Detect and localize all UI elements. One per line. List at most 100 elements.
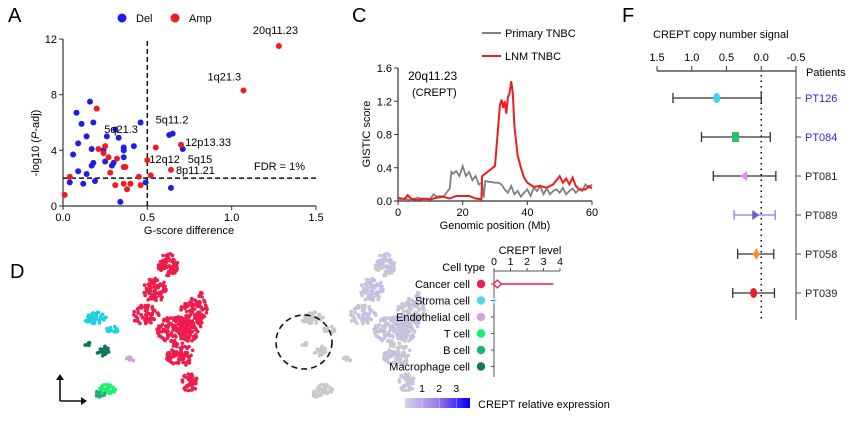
cancer-cell-point bbox=[156, 311, 160, 315]
a-point-amp bbox=[144, 157, 151, 164]
expression-point bbox=[315, 386, 319, 391]
expression-point bbox=[311, 312, 316, 316]
expression-point bbox=[370, 285, 374, 289]
cancer-cell-point bbox=[166, 269, 171, 274]
expression-point bbox=[353, 311, 357, 315]
expression-point bbox=[384, 323, 388, 327]
cancer-cell-point bbox=[180, 323, 185, 328]
a-point-del bbox=[83, 133, 90, 140]
expression-point bbox=[386, 331, 391, 335]
cancer-cell-point bbox=[155, 278, 159, 283]
cell-type-label: B cell bbox=[443, 345, 470, 357]
a-y-tick-label: 8 bbox=[51, 90, 57, 102]
cell-point bbox=[98, 386, 102, 391]
cancer-cell-point bbox=[158, 283, 163, 288]
a-point-del bbox=[80, 180, 87, 187]
expression-point bbox=[406, 308, 410, 313]
a-point-amp bbox=[107, 169, 114, 176]
a-point-del bbox=[90, 119, 97, 126]
cancer-cell-point bbox=[165, 318, 169, 322]
expression-point bbox=[393, 361, 398, 365]
cancer-cell-point bbox=[157, 334, 161, 338]
a-x-tick-label: 0.5 bbox=[140, 212, 155, 224]
expression-point bbox=[402, 384, 407, 389]
expression-point bbox=[397, 341, 402, 346]
expression-point bbox=[349, 318, 354, 323]
expression-point bbox=[345, 356, 350, 361]
legend-amp-label: Amp bbox=[189, 13, 212, 25]
dl-x-tick-label: 3 bbox=[541, 256, 547, 268]
a-point-amp bbox=[127, 180, 134, 187]
expression-point bbox=[388, 344, 393, 348]
cell-point bbox=[128, 356, 132, 361]
expression-point bbox=[304, 343, 308, 348]
expression-point bbox=[404, 377, 408, 382]
a-point-del bbox=[83, 170, 90, 177]
cancer-cell-point bbox=[160, 262, 165, 266]
a-point-amp bbox=[167, 166, 174, 173]
cancer-cell-point bbox=[143, 303, 147, 308]
cancer-cell-point bbox=[139, 313, 144, 318]
a-point-amp bbox=[124, 186, 131, 193]
a-point-del bbox=[102, 158, 109, 165]
expression-point bbox=[397, 334, 402, 339]
expression-point bbox=[321, 315, 325, 320]
expression-point bbox=[319, 391, 324, 396]
cancer-cell-point bbox=[153, 288, 157, 292]
expression-point bbox=[367, 278, 371, 282]
cell-point bbox=[100, 353, 105, 358]
f-estimate-marker bbox=[750, 288, 758, 298]
cancer-cell-point bbox=[142, 290, 146, 295]
expression-point bbox=[389, 265, 393, 270]
cancer-cell-point bbox=[170, 334, 175, 338]
expression-point bbox=[388, 349, 392, 353]
cancer-cell-point bbox=[200, 308, 205, 312]
c-y-tick-label: 0.0 bbox=[377, 196, 392, 208]
cancer-cell-point bbox=[150, 278, 154, 282]
colorbar-tick-label: 3 bbox=[453, 383, 459, 395]
expression-point bbox=[414, 293, 419, 298]
cancer-cell-point bbox=[187, 344, 191, 349]
arrow-up-icon bbox=[56, 374, 64, 380]
expression-point bbox=[363, 297, 368, 302]
cancer-cell-point bbox=[183, 306, 187, 311]
expression-point bbox=[410, 333, 415, 337]
cancer-cell-point bbox=[186, 372, 191, 376]
f-title: CREPT copy number signal bbox=[653, 29, 789, 41]
cancer-cell-point bbox=[190, 388, 194, 392]
legend-primary-label: Primary TNBC bbox=[505, 28, 576, 40]
expression-point bbox=[374, 334, 379, 338]
cell-point bbox=[87, 343, 91, 348]
cancer-cell-point bbox=[193, 387, 198, 391]
cell-type-label: Macrophage cell bbox=[389, 362, 470, 374]
expression-point bbox=[396, 315, 400, 320]
cancer-cell-point bbox=[156, 263, 161, 267]
expression-point bbox=[396, 305, 401, 309]
expression-point bbox=[411, 328, 416, 333]
expression-point bbox=[391, 319, 395, 323]
expression-point bbox=[323, 349, 328, 354]
expression-point bbox=[379, 266, 384, 271]
cell-type-swatch bbox=[476, 279, 486, 289]
panel-label-c: C bbox=[352, 5, 366, 27]
expression-point bbox=[383, 269, 388, 274]
cancer-cell-point bbox=[186, 388, 191, 393]
cancer-cell-point bbox=[172, 316, 177, 320]
cancer-cell-point bbox=[197, 300, 201, 305]
a-point-del bbox=[130, 143, 137, 150]
expression-point bbox=[368, 309, 373, 313]
arrow-right-icon bbox=[81, 397, 87, 405]
a-point-del bbox=[90, 159, 97, 166]
cell-type-swatch bbox=[476, 362, 486, 371]
a-point-del bbox=[70, 151, 77, 158]
c-y-tick-label: 0.4 bbox=[377, 163, 392, 175]
cancer-cell-point bbox=[180, 380, 185, 384]
a-annotation: 8p11.21 bbox=[176, 165, 215, 177]
cancer-cell-point bbox=[172, 265, 176, 270]
cancer-cell-point bbox=[159, 297, 163, 302]
expression-point bbox=[375, 292, 380, 297]
expression-point bbox=[381, 258, 386, 263]
expression-point bbox=[382, 336, 387, 341]
expression-point bbox=[407, 388, 411, 392]
expression-point bbox=[383, 329, 387, 334]
